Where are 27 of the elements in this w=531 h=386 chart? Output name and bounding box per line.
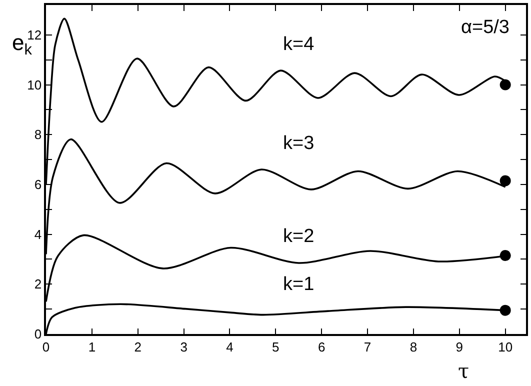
x-tick-label: 2: [134, 339, 142, 354]
x-tick-label: 5: [272, 339, 280, 354]
series-label: k=1: [283, 274, 314, 295]
x-axis-title: τ: [458, 359, 470, 383]
series-label: k=2: [283, 226, 314, 247]
x-tick-label: 7: [364, 339, 372, 354]
point: [500, 175, 511, 186]
x-tick-label: 8: [410, 339, 418, 354]
x-tick-label: 1: [88, 339, 96, 354]
y-tick-label: 8: [34, 127, 42, 142]
y-tick-label: 6: [34, 177, 42, 192]
point: [500, 304, 511, 316]
annotation: α=5/3: [461, 17, 510, 38]
y-tick-label: 4: [34, 226, 42, 242]
y-tick-label: 10: [27, 77, 42, 92]
x-tick-label: 10: [498, 339, 513, 354]
x-tick-label: 4: [226, 339, 234, 354]
series-label: k=3: [283, 133, 314, 154]
x-tick-label: 3: [180, 339, 188, 354]
y-tick-label: 12: [27, 27, 42, 42]
point: [500, 250, 511, 261]
y-tick-label: 0: [34, 326, 42, 342]
point: [500, 79, 511, 90]
series-label: k=4: [283, 34, 315, 55]
x-tick-label: 9: [456, 339, 464, 354]
x-tick-label: 6: [318, 339, 326, 354]
y-tick-label: 2: [34, 276, 42, 292]
